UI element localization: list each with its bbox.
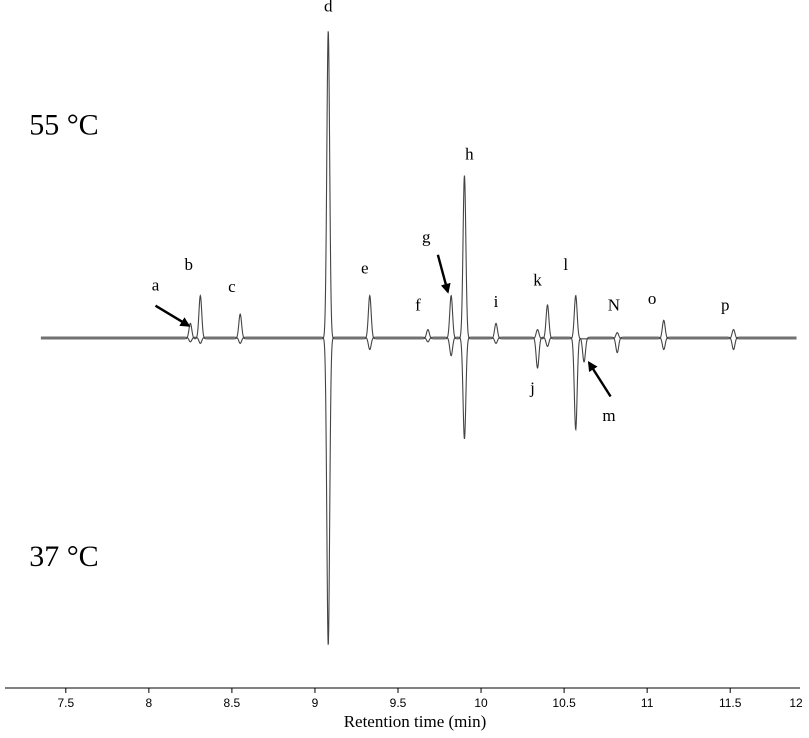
peak-label: g: [422, 228, 431, 247]
x-tick-label: 8.5: [224, 696, 241, 710]
x-tick-label: 10: [474, 696, 488, 710]
annotations-group: 55 °C 37 °C: [29, 109, 99, 573]
x-tick-label: 11.5: [719, 696, 742, 710]
peak-label: b: [184, 255, 193, 274]
arrow-pointer: [587, 360, 612, 398]
x-tick-label: 12: [789, 696, 803, 710]
x-tick-label: 9: [312, 696, 319, 710]
x-axis: 7.5 8 8.5 9 9.5 10 10.5 11 11.5 12: [5, 687, 803, 710]
peak-label: l: [563, 255, 568, 274]
peak-label: i: [494, 292, 499, 311]
peak-label: h: [465, 144, 474, 163]
arrow-pointer: [436, 254, 451, 294]
peak-label: k: [533, 271, 542, 290]
peak-label: f: [415, 295, 421, 314]
peak-label: m: [602, 406, 615, 425]
traces-group: [40, 31, 797, 645]
x-axis-label: Retention time (min): [344, 712, 487, 731]
arrow-pointer: [154, 304, 191, 327]
peak-label: o: [648, 289, 657, 308]
trace-55c: [40, 31, 797, 340]
x-tick-label: 11: [641, 696, 654, 710]
trace-37c: [40, 336, 797, 645]
peak-label: j: [529, 378, 535, 397]
peak-label: c: [228, 277, 236, 296]
arrows-group: [154, 254, 612, 398]
peak-label: p: [721, 295, 730, 314]
peak-label: a: [152, 275, 160, 294]
x-tick-label: 7.5: [57, 696, 74, 710]
x-tick-label: 9.5: [390, 696, 407, 710]
peak-label: N: [608, 295, 620, 314]
temperature-label: 37 °C: [29, 540, 99, 573]
x-tick-label: 8: [146, 696, 153, 710]
peak-labels-group: a b c d e f g h i j k l m N o p: [152, 0, 730, 425]
peak-label: e: [361, 258, 369, 277]
x-tick-label: 10.5: [552, 696, 576, 710]
peak-label: d: [324, 0, 333, 16]
temperature-label: 55 °C: [29, 109, 99, 142]
